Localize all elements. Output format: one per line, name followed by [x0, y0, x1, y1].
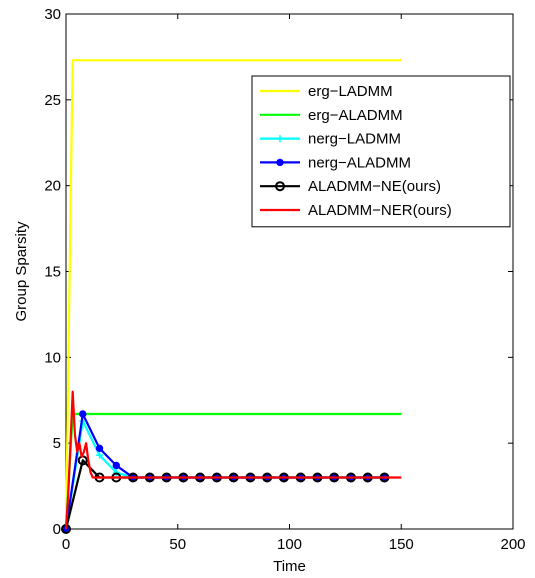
axis-ticks: 0 50 100 150 200 0 5 10 15 20 25 30 [44, 6, 525, 553]
legend-marker [276, 135, 284, 143]
y-tick-label: 10 [44, 349, 61, 366]
y-tick-label: 30 [44, 6, 61, 23]
legend-item: ALADMM−NE(ours) [260, 178, 441, 195]
series-line [64, 59, 402, 530]
legend-marker [275, 181, 285, 192]
y-tick-label: 5 [53, 435, 61, 452]
legend: erg−LADMM erg−ALADMM nerg−LADMM nerg−ALADMM… [251, 75, 511, 228]
x-axis-label: Time [273, 558, 306, 575]
legend-item: ALADMM−NER(ours) [260, 202, 452, 219]
legend-marker [276, 158, 284, 167]
y-axis-label: Group Sparsity [13, 221, 30, 322]
series-line [64, 390, 402, 530]
legend-box [251, 75, 511, 228]
data-point [112, 461, 120, 470]
y-tick-label: 0 [53, 521, 61, 538]
legend-label: nerg−LADMM [308, 131, 401, 148]
x-tick-label: 200 [500, 536, 525, 553]
legend-label: ALADMM−NE(ours) [308, 178, 441, 195]
x-tick-label: 50 [169, 536, 186, 553]
series-0 [64, 59, 402, 530]
series-layer [61, 59, 402, 534]
data-point [79, 410, 87, 418]
legend-item: nerg−LADMM [260, 131, 401, 148]
legend-item: nerg−ALADMM [260, 154, 411, 171]
legend-item: erg−LADMM [260, 83, 393, 100]
x-tick-label: 0 [62, 536, 70, 553]
y-tick-label: 15 [44, 264, 61, 281]
data-point [95, 444, 104, 453]
x-tick-label: 100 [277, 536, 302, 553]
y-tick-label: 25 [44, 92, 61, 109]
data-point [96, 451, 104, 459]
data-point [112, 468, 120, 476]
legend-label: erg−LADMM [308, 83, 393, 100]
series-5 [64, 390, 402, 530]
y-tick-label: 20 [44, 178, 61, 195]
legend-label: nerg−ALADMM [308, 154, 411, 171]
legend-label: ALADMM−NER(ours) [308, 202, 452, 219]
legend-item: erg−ALADMM [260, 107, 403, 124]
legend-label: erg−ALADMM [308, 107, 403, 124]
x-tick-label: 150 [389, 536, 414, 553]
